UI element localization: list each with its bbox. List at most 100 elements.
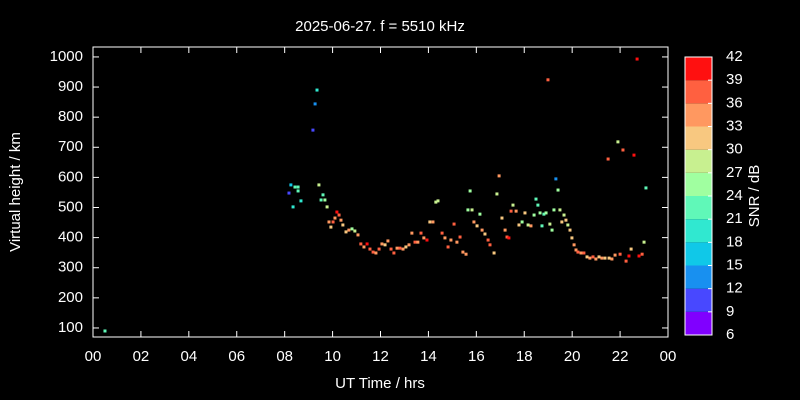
point bbox=[359, 242, 363, 246]
point bbox=[544, 211, 548, 215]
y-tick-label: 500 bbox=[58, 198, 83, 215]
colorbar-band bbox=[685, 103, 712, 127]
point bbox=[337, 213, 341, 217]
point bbox=[621, 148, 625, 152]
point bbox=[591, 255, 595, 259]
point bbox=[380, 242, 384, 246]
point bbox=[613, 253, 617, 257]
point bbox=[323, 198, 327, 202]
colorbar-band bbox=[685, 288, 712, 312]
point bbox=[548, 222, 552, 226]
colorbar-band bbox=[685, 80, 712, 104]
colorbar-tick-label: 42 bbox=[726, 48, 743, 65]
point bbox=[449, 238, 453, 242]
point bbox=[523, 211, 527, 215]
point bbox=[344, 230, 348, 234]
point bbox=[511, 203, 515, 207]
x-tick-label: 08 bbox=[276, 348, 293, 365]
x-tick-label: 00 bbox=[85, 348, 102, 365]
point bbox=[383, 243, 387, 247]
point bbox=[517, 223, 521, 227]
point bbox=[103, 329, 107, 333]
x-tick-label: 18 bbox=[516, 348, 533, 365]
point bbox=[347, 228, 351, 232]
point bbox=[540, 224, 544, 228]
point bbox=[291, 205, 295, 209]
point bbox=[287, 191, 291, 195]
colorbar-tick-label: 21 bbox=[726, 210, 743, 227]
point bbox=[313, 102, 317, 106]
y-tick-label: 800 bbox=[58, 108, 83, 125]
point bbox=[542, 212, 546, 216]
x-tick-label: 20 bbox=[564, 348, 581, 365]
point bbox=[486, 238, 490, 242]
point bbox=[582, 251, 586, 255]
y-tick-label: 200 bbox=[58, 289, 83, 306]
point bbox=[579, 251, 583, 255]
point bbox=[644, 186, 648, 190]
point bbox=[461, 250, 465, 254]
point bbox=[333, 216, 337, 220]
point bbox=[532, 213, 536, 217]
point bbox=[529, 224, 533, 228]
colorbar-band bbox=[685, 219, 712, 243]
point bbox=[386, 239, 390, 243]
chart-title: 2025-06-27. f = 5510 kHz bbox=[295, 18, 465, 35]
point bbox=[640, 252, 644, 256]
point bbox=[574, 248, 578, 252]
point bbox=[329, 225, 333, 229]
point bbox=[497, 174, 501, 178]
point bbox=[321, 193, 325, 197]
point bbox=[514, 209, 518, 213]
point bbox=[464, 252, 468, 256]
point bbox=[632, 153, 636, 157]
y-axis-label: Virtual height / km bbox=[7, 132, 24, 252]
point bbox=[627, 254, 631, 258]
y-tick-label: 600 bbox=[58, 168, 83, 185]
point bbox=[356, 233, 360, 237]
point bbox=[434, 200, 438, 204]
point bbox=[607, 256, 611, 260]
point bbox=[509, 209, 513, 213]
point bbox=[317, 183, 321, 187]
point bbox=[568, 228, 572, 232]
point bbox=[576, 250, 580, 254]
point bbox=[371, 250, 375, 254]
colorbar-tick-label: 18 bbox=[726, 233, 743, 250]
point bbox=[507, 236, 511, 240]
point bbox=[624, 259, 628, 263]
y-tick-label: 1000 bbox=[50, 48, 83, 65]
point bbox=[362, 245, 366, 249]
point bbox=[594, 257, 598, 261]
point bbox=[554, 177, 558, 181]
point bbox=[374, 251, 378, 255]
point bbox=[552, 208, 556, 212]
point bbox=[603, 256, 607, 260]
point bbox=[475, 224, 479, 228]
x-tick-label: 16 bbox=[468, 348, 485, 365]
x-tick-label: 14 bbox=[420, 348, 437, 365]
point bbox=[495, 192, 499, 196]
x-tick-label: 10 bbox=[324, 348, 341, 365]
point bbox=[389, 247, 393, 251]
point bbox=[500, 216, 504, 220]
point bbox=[597, 255, 601, 259]
point bbox=[556, 188, 560, 192]
colorbar-band bbox=[685, 149, 712, 173]
colorbar-band bbox=[685, 311, 712, 335]
point bbox=[419, 231, 423, 235]
point bbox=[564, 218, 568, 222]
point bbox=[353, 229, 357, 233]
colorbar-tick-label: 33 bbox=[726, 117, 743, 134]
colorbar-band bbox=[685, 172, 712, 196]
point bbox=[483, 232, 487, 236]
x-tick-label: 06 bbox=[228, 348, 245, 365]
point bbox=[341, 223, 345, 227]
point bbox=[558, 208, 562, 212]
point bbox=[606, 157, 610, 161]
point bbox=[296, 185, 300, 189]
point bbox=[466, 208, 470, 212]
point bbox=[428, 220, 432, 224]
point bbox=[299, 199, 303, 203]
point bbox=[503, 228, 507, 232]
